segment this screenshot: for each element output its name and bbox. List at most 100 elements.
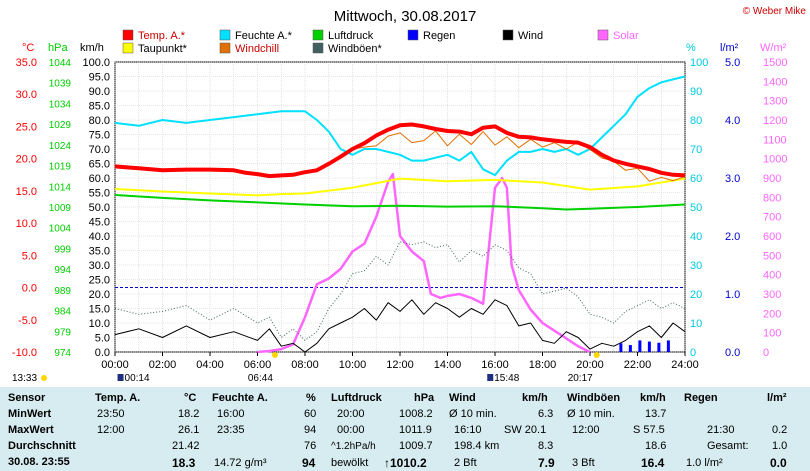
axis-ticks: 35.0 30.0 25.0 20.0 15.0 10.0 5.0 0.0 -5.0 -10.0 1…	[12, 57, 788, 371]
axis-units: °C hPa km/h% l/m² W/m²	[22, 42, 787, 54]
legend-label: Windböen*	[328, 43, 383, 55]
tick-solar: 100	[763, 328, 781, 340]
tick-rain: 5.0	[725, 57, 740, 69]
gust-beaufort: 3 Bft	[572, 457, 595, 469]
tick-wind: 10.0	[89, 318, 110, 330]
x-tick-label: 10:00	[339, 359, 367, 371]
tick-pressure: 1024	[49, 141, 72, 152]
legend-label: Feuchte A.*	[235, 30, 293, 42]
legend-swatch	[502, 29, 514, 41]
tick-humidity: 80	[690, 115, 702, 127]
rain-current: 0.0	[770, 456, 787, 470]
gust-max-time: 12:00	[572, 424, 600, 436]
tick-wind: 65.0	[89, 159, 110, 171]
tick-solar: 1000	[763, 154, 787, 166]
axis-unit-pressure: hPa	[48, 42, 68, 54]
tick-pressure: 1044	[49, 58, 72, 69]
pressure-trend: ^1.2hPa/h	[331, 441, 376, 452]
pressure-max-value: 1011.9	[399, 424, 432, 436]
axis-unit-wind: km/h	[80, 42, 104, 54]
moonrise-time: 00:14	[125, 373, 150, 384]
tick-wind: 50.0	[89, 202, 110, 214]
tick-pressure: 1034	[49, 99, 72, 110]
row-label-min: MinWert	[8, 408, 52, 420]
tick-humidity: 20	[690, 289, 702, 301]
humidity-max-value: 94	[304, 424, 317, 436]
tick-pressure: 1014	[49, 182, 72, 193]
header-humidity-unit: %	[306, 392, 316, 404]
wind-max-value: SW 20.1	[504, 424, 547, 436]
marker-left-time: 13:33	[12, 373, 37, 384]
moonrise-icon	[117, 374, 124, 381]
chart-legend: Temp. A.* Feuchte A.* Luftdruck Regen Wind So…	[122, 29, 639, 55]
tick-humidity: 10	[690, 318, 702, 330]
series-windchill	[352, 130, 686, 182]
rain-max-value: 0.2	[772, 424, 788, 436]
tick-wind: 55.0	[89, 188, 110, 200]
series-feuchte-a	[114, 75, 686, 177]
credit-text: © Weber Mike	[743, 6, 807, 17]
tick-temp: 15.0	[16, 186, 37, 198]
tick-solar: 1500	[763, 57, 787, 69]
rain-bar	[638, 340, 642, 352]
humidity-absolute: 14.72 g/m³	[214, 457, 267, 469]
sun-icon	[41, 375, 47, 381]
tick-wind: 70.0	[89, 144, 110, 156]
tick-wind: 20.0	[89, 289, 110, 301]
legend-swatch	[219, 42, 231, 54]
pressure-min-time: 20:00	[337, 408, 365, 420]
tick-pressure: 999	[54, 244, 71, 255]
wind-current: 7.9	[538, 456, 555, 470]
sunrise-time: 06:44	[248, 373, 273, 384]
wind-distance: 198.4 km	[454, 440, 500, 452]
tick-wind: 0.0	[95, 347, 110, 359]
wind-average: 8.3	[538, 440, 554, 452]
tick-wind: 85.0	[89, 101, 110, 113]
axis-unit-rain: l/m²	[720, 42, 739, 54]
series-wind	[114, 299, 686, 353]
legend-label: Luftdruck	[328, 30, 374, 42]
rain-bar	[628, 345, 632, 352]
rain-rate: 1.0 l/m²	[686, 457, 723, 469]
tick-wind: 80.0	[89, 115, 110, 127]
legend-swatch	[219, 29, 231, 41]
x-tick-label: 16:00	[481, 359, 509, 371]
pressure-min-value: 1008.2	[399, 408, 433, 420]
tick-pressure: 1039	[49, 79, 72, 90]
tick-rain: 2.0	[725, 231, 740, 243]
tick-temp: 25.0	[16, 121, 37, 133]
chart-series	[114, 75, 686, 354]
tick-wind: 90.0	[89, 86, 110, 98]
legend-label: Temp. A.*	[138, 30, 186, 42]
humidity-current: 94	[302, 456, 316, 470]
header-wind-unit: km/h	[522, 392, 548, 404]
tick-pressure: 994	[54, 265, 71, 276]
temp-max-time: 12:00	[97, 424, 125, 436]
tick-temp: 5.0	[22, 250, 37, 262]
tick-solar: 300	[763, 289, 781, 301]
tick-rain: 3.0	[725, 173, 740, 185]
wind-beaufort: 2 Bft	[454, 457, 477, 469]
tick-wind: 15.0	[89, 304, 110, 316]
legend-label: Wind	[518, 30, 543, 42]
moonset-icon	[487, 374, 494, 381]
tick-solar: 1400	[763, 76, 787, 88]
x-tick-label: 12:00	[386, 359, 414, 371]
tick-pressure: 984	[54, 307, 71, 318]
tick-pressure: 974	[54, 348, 71, 359]
tick-pressure: 1004	[49, 224, 72, 235]
temp-min-time: 23:50	[97, 408, 125, 420]
pressure-current: ↑1010.2	[384, 456, 427, 470]
header-wind: Wind	[449, 392, 476, 404]
tick-wind: 5.0	[95, 333, 110, 345]
tick-solar: 1200	[763, 115, 787, 127]
legend-label: Taupunkt*	[138, 43, 188, 55]
x-tick-label: 18:00	[529, 359, 557, 371]
x-tick-label: 20:00	[576, 359, 604, 371]
tick-solar: 200	[763, 308, 781, 320]
sunrise-icon	[271, 352, 278, 358]
temp-average: 21.42	[172, 440, 200, 452]
rain-total-value: 1.0	[772, 440, 788, 452]
series-solar	[257, 172, 591, 354]
header-gust: Windböen	[567, 392, 621, 404]
